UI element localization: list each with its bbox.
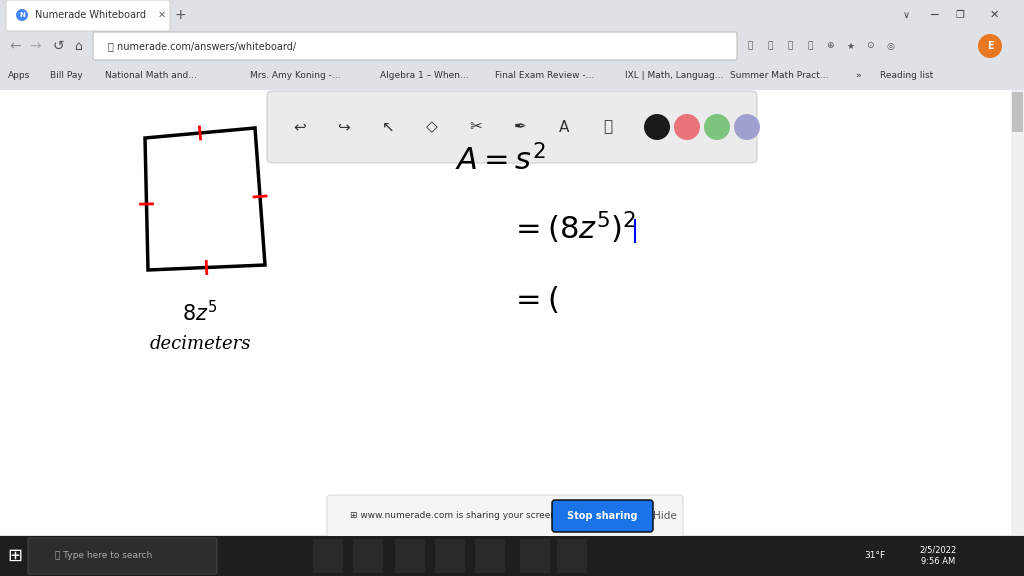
- Text: →: →: [30, 39, 41, 53]
- Circle shape: [978, 34, 1002, 58]
- Text: ✕: ✕: [990, 10, 999, 20]
- Text: $8z^5$: $8z^5$: [182, 300, 218, 325]
- Text: ↖: ↖: [382, 119, 394, 135]
- Bar: [557, 539, 587, 573]
- FancyBboxPatch shape: [267, 91, 757, 163]
- Text: $= ($: $= ($: [510, 285, 559, 316]
- Text: Reading list: Reading list: [880, 71, 933, 81]
- Text: A: A: [559, 119, 569, 135]
- Text: 🔍 Type here to search: 🔍 Type here to search: [55, 551, 153, 560]
- Text: N: N: [19, 12, 25, 18]
- Text: Apps: Apps: [8, 71, 31, 81]
- Text: 31°F: 31°F: [864, 551, 886, 560]
- Text: ⊞ www.numerade.com is sharing your screen.: ⊞ www.numerade.com is sharing your scree…: [350, 511, 559, 521]
- Text: »: »: [855, 71, 860, 81]
- FancyBboxPatch shape: [6, 0, 170, 31]
- Bar: [520, 539, 550, 573]
- Text: Hide: Hide: [653, 511, 677, 521]
- Text: 🔒 numerade.com/answers/whiteboard/: 🔒 numerade.com/answers/whiteboard/: [108, 41, 296, 51]
- Text: Stop sharing: Stop sharing: [566, 511, 637, 521]
- FancyBboxPatch shape: [552, 500, 653, 532]
- Text: ↪: ↪: [338, 119, 350, 135]
- Bar: [1012, 92, 1023, 132]
- Text: 🔍: 🔍: [748, 41, 753, 51]
- Bar: [313, 539, 343, 573]
- Bar: [1011, 90, 1024, 535]
- Text: $= (8z^5)^2$: $= (8z^5)^2$: [510, 210, 636, 247]
- Text: ←: ←: [9, 39, 20, 53]
- Text: ⊙: ⊙: [866, 41, 873, 51]
- Text: ★: ★: [846, 41, 854, 51]
- Text: ↺: ↺: [52, 39, 63, 53]
- Text: 2/5/2022: 2/5/2022: [920, 545, 956, 555]
- Bar: [395, 539, 425, 573]
- Text: ◇: ◇: [426, 119, 438, 135]
- Text: ⊕: ⊕: [826, 41, 834, 51]
- FancyBboxPatch shape: [327, 495, 683, 537]
- Bar: [0, 30, 1024, 62]
- Text: ⭐: ⭐: [767, 41, 773, 51]
- Circle shape: [16, 9, 28, 21]
- Circle shape: [705, 114, 730, 140]
- FancyBboxPatch shape: [93, 32, 737, 60]
- Text: +: +: [174, 8, 185, 22]
- Text: 🧩: 🧩: [807, 41, 813, 51]
- Text: Final Exam Review -...: Final Exam Review -...: [495, 71, 594, 81]
- FancyBboxPatch shape: [28, 538, 217, 574]
- Bar: [0, 90, 1011, 535]
- Text: 🔖: 🔖: [787, 41, 793, 51]
- Bar: [0, 536, 1024, 576]
- Circle shape: [674, 114, 700, 140]
- Text: ✒: ✒: [514, 119, 526, 135]
- Text: IXL | Math, Languag...: IXL | Math, Languag...: [625, 71, 723, 81]
- Text: ↩: ↩: [294, 119, 306, 135]
- Circle shape: [644, 114, 670, 140]
- Text: ❐: ❐: [955, 10, 964, 20]
- Bar: [435, 539, 465, 573]
- Bar: [0, 62, 1024, 90]
- Text: ◎: ◎: [886, 41, 894, 51]
- Text: Bill Pay: Bill Pay: [50, 71, 83, 81]
- Text: ⌂: ⌂: [74, 40, 82, 52]
- Bar: [353, 539, 383, 573]
- Text: 9:56 AM: 9:56 AM: [921, 558, 955, 567]
- Text: ✂: ✂: [470, 119, 482, 135]
- Text: $A = s^2$: $A = s^2$: [455, 145, 546, 177]
- Text: ✕: ✕: [158, 10, 166, 20]
- Text: National Math and...: National Math and...: [105, 71, 197, 81]
- Text: Summer Math Pract...: Summer Math Pract...: [730, 71, 828, 81]
- Text: ⊞: ⊞: [7, 547, 23, 565]
- Text: ∨: ∨: [903, 10, 910, 20]
- Text: Numerade Whiteboard: Numerade Whiteboard: [35, 10, 146, 20]
- Text: Mrs. Amy Koning -...: Mrs. Amy Koning -...: [250, 71, 341, 81]
- Text: E: E: [987, 41, 993, 51]
- Text: 🖼: 🖼: [603, 119, 612, 135]
- Text: Algebra 1 – When...: Algebra 1 – When...: [380, 71, 469, 81]
- Circle shape: [734, 114, 760, 140]
- Bar: [475, 539, 505, 573]
- Text: decimeters: decimeters: [150, 335, 251, 353]
- Text: ─: ─: [930, 9, 938, 21]
- Bar: [0, 0, 1024, 30]
